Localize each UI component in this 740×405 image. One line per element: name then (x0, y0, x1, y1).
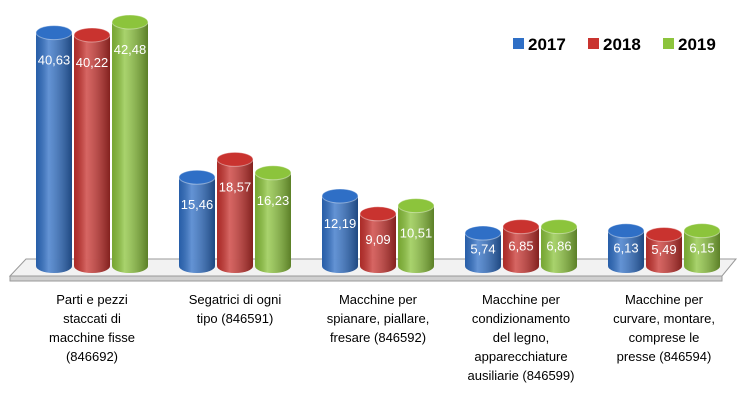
bar-bottom-shade (179, 259, 215, 273)
bar-bottom-shade (684, 259, 720, 273)
bar-top (502, 219, 540, 235)
x-tick-label: Segatrici di ogni tipo (846591) (188, 292, 282, 326)
x-tick-label: Macchine per condizionamento del legno, … (467, 292, 575, 383)
bar-top (111, 14, 149, 30)
legend-label: 2018 (603, 35, 641, 54)
bar-top (359, 206, 397, 222)
bar-shade (74, 34, 110, 266)
bar (464, 225, 502, 273)
bar-shade (322, 195, 358, 266)
legend-swatch (588, 38, 599, 49)
bar (540, 219, 578, 273)
bar-top (607, 223, 645, 239)
bar-bottom-shade (36, 259, 72, 273)
legend-swatch (663, 38, 674, 49)
bar-bottom-shade (322, 259, 358, 273)
data-label: 42,48 (114, 42, 147, 57)
data-label: 18,57 (219, 179, 252, 194)
x-tick-label: Macchine per curvare, montare, comprese … (613, 292, 715, 364)
bar (502, 219, 540, 273)
bar-bottom-shade (465, 259, 501, 273)
data-label: 15,46 (181, 197, 214, 212)
data-label: 6,86 (546, 238, 571, 253)
data-label: 40,22 (76, 55, 109, 70)
bar-top (683, 223, 721, 239)
bar (359, 206, 397, 273)
bar (178, 169, 216, 273)
bar-top (321, 188, 359, 204)
bar-bottom-shade (608, 259, 644, 273)
bar-top (397, 198, 435, 214)
data-label: 6,85 (508, 238, 533, 253)
bar-shade (112, 22, 148, 266)
bar (35, 25, 73, 273)
bar-top (464, 225, 502, 241)
bar-bottom-shade (360, 259, 396, 273)
bar (216, 151, 254, 273)
x-tick-label: Macchine per spianare, piallare, fresare… (326, 292, 430, 345)
bar-top (254, 165, 292, 181)
bar-shade (255, 172, 291, 266)
data-label: 10,51 (400, 226, 433, 241)
bar-bottom-shade (74, 259, 110, 273)
bar-top (216, 151, 254, 167)
bar (73, 27, 111, 273)
legend-label: 2019 (678, 35, 716, 54)
data-label: 5,49 (651, 242, 676, 257)
bar-top (178, 169, 216, 185)
bar-shade (36, 32, 72, 267)
data-label: 6,15 (689, 240, 714, 255)
bar-bottom-shade (217, 259, 253, 273)
bar (321, 188, 359, 273)
bar (111, 14, 149, 273)
bar-top (540, 219, 578, 235)
data-label: 40,63 (38, 53, 71, 68)
bar-top (73, 27, 111, 43)
bar (683, 223, 721, 273)
bar-shade (217, 159, 253, 266)
x-tick-label: Parti e pezzi staccati di macchine fisse… (49, 292, 135, 364)
bar-top (35, 25, 73, 41)
data-label: 6,13 (613, 240, 638, 255)
data-label: 9,09 (365, 232, 390, 247)
bar (607, 223, 645, 273)
data-label: 16,23 (257, 193, 290, 208)
bar-bottom-shade (398, 259, 434, 273)
bar-shade (179, 177, 215, 266)
bar-bottom-shade (112, 259, 148, 273)
bar (645, 226, 683, 273)
floor-edge (9, 275, 723, 282)
bar (254, 165, 292, 273)
bar-bottom-shade (541, 259, 577, 273)
legend-swatch (513, 38, 524, 49)
bar-bottom-shade (255, 259, 291, 273)
data-label: 12,19 (324, 216, 357, 231)
data-label: 5,74 (470, 242, 495, 257)
bar-bottom-shade (646, 259, 682, 273)
bar (397, 198, 435, 273)
bar-bottom-shade (503, 259, 539, 273)
bar-shade (360, 213, 396, 266)
bar-shade (398, 205, 434, 266)
legend-label: 2017 (528, 35, 566, 54)
bar-top (645, 226, 683, 242)
